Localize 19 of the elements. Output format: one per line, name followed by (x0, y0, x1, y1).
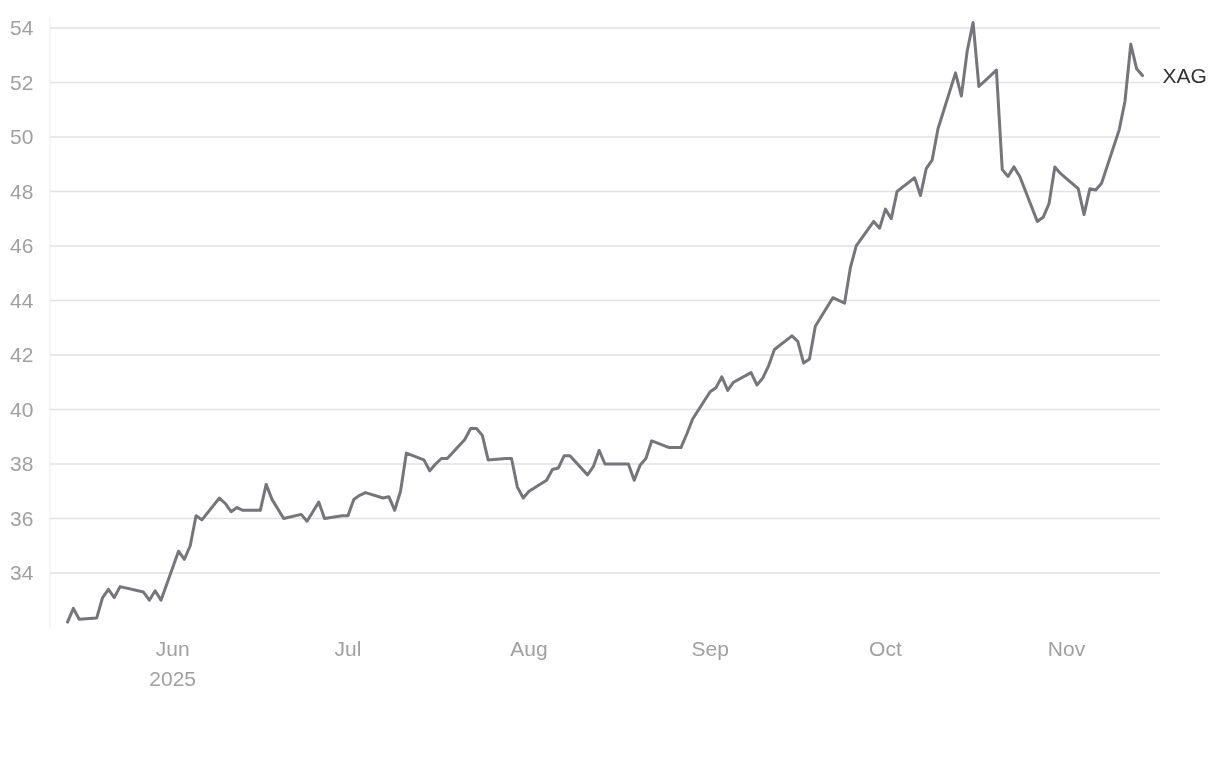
series-label: XAG (1162, 63, 1207, 87)
y-tick-label: 54 (10, 16, 34, 40)
y-tick-label: 38 (10, 452, 34, 476)
x-tick-label: Jul (334, 637, 362, 660)
x-tick-label: Jun 2025 (149, 637, 197, 690)
y-tick-label: 46 (10, 234, 34, 258)
x-tick-label: Nov (1047, 637, 1086, 660)
y-tick-label: 42 (10, 343, 34, 367)
y-tick-label: 40 (10, 397, 34, 421)
y-tick-label: 48 (10, 179, 34, 203)
line-series (66, 20, 1144, 624)
y-tick-label: 36 (10, 506, 34, 530)
y-tick-label: 34 (10, 561, 34, 585)
y-tick-label: 44 (10, 288, 34, 312)
y-tick-label: 50 (10, 125, 34, 149)
x-tick-label: Aug (510, 637, 548, 660)
x-tick-label: Sep (691, 637, 729, 660)
x-tick-label: Oct (869, 637, 902, 660)
y-tick-label: 52 (10, 70, 34, 94)
